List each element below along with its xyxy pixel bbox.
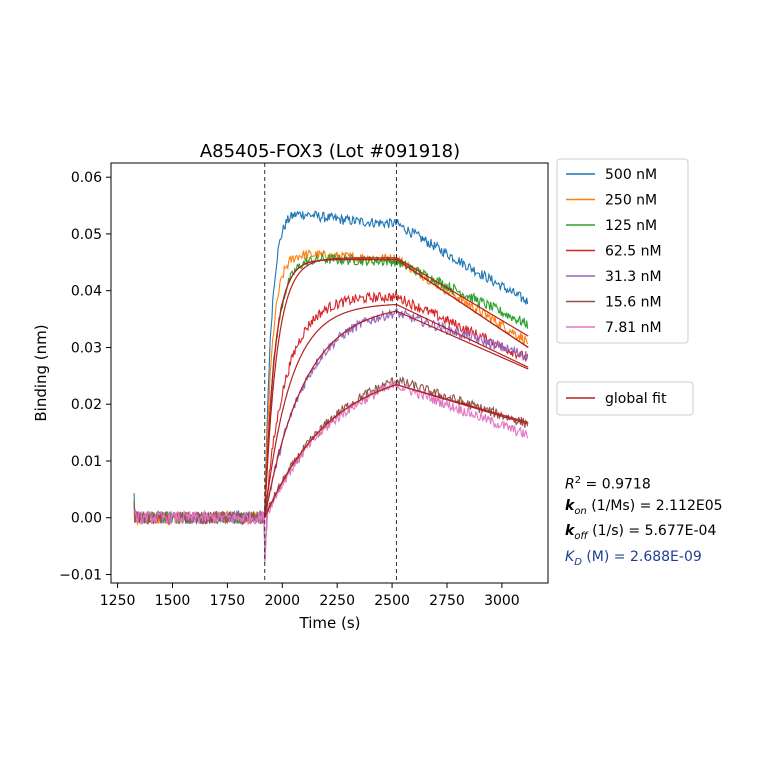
x-tick-label: 1750	[210, 593, 246, 609]
series-layer	[133, 210, 529, 564]
legend-label: 500 nM	[605, 167, 657, 183]
y-tick-label: 0.05	[71, 227, 102, 243]
plot-frame	[110, 162, 549, 584]
fit-curve-7	[264, 384, 529, 518]
x-tick-label: 2750	[429, 593, 465, 609]
x-tick-label: 3000	[484, 593, 520, 609]
x-tick-label: 2500	[374, 593, 410, 609]
legend-label: 62.5 nM	[605, 244, 662, 260]
phase-markers	[264, 163, 397, 583]
legend: 500 nM 250 nM 125 nM 62.5 nM 31.3 nM 15.6 nM 7…	[556, 158, 689, 344]
koff-stat: koff (1/s) = 5.677E-04	[565, 523, 717, 543]
fit-legend-box	[556, 381, 694, 416]
kd-stat: KD (M) = 2.688E-09	[565, 549, 702, 569]
x-axis-ticks: 1250 1500 1750 2000 2250 2500 2750 3000	[100, 583, 520, 609]
y-tick-label: 0.02	[71, 397, 102, 413]
series-line-125-nm	[133, 253, 529, 526]
legend-label: 125 nM	[605, 218, 657, 234]
x-tick-label: 1500	[155, 593, 191, 609]
legend-label: 15.6 nM	[605, 295, 662, 311]
legend-label: 31.3 nM	[605, 269, 662, 285]
fit-legend-label: global fit	[605, 391, 667, 407]
x-axis-label: Time (s)	[299, 614, 361, 632]
x-tick-label: 2000	[264, 593, 300, 609]
fit-statistics: R2 = 0.9718 kon (1/Ms) = 2.112E05 koff (…	[565, 470, 723, 573]
legend-box	[556, 158, 689, 344]
y-tick-label: 0.06	[71, 170, 102, 186]
kon-stat: kon (1/Ms) = 2.112E05	[565, 497, 723, 517]
y-tick-label: −0.01	[59, 567, 102, 583]
y-tick-label: 0.01	[71, 454, 102, 470]
series-line-250-nm	[133, 248, 529, 527]
fit-legend: global fit	[556, 381, 694, 416]
x-tick-label: 1250	[100, 593, 136, 609]
y-tick-label: 0.04	[71, 284, 102, 300]
y-axis-ticks: −0.01 0.00 0.01 0.02 0.03 0.04 0.05 0.06	[59, 170, 111, 583]
y-tick-label: 0.00	[71, 511, 102, 527]
chart-title: A85405-FOX3 (Lot #091918)	[200, 141, 460, 162]
legend-label: 7.81 nM	[605, 320, 662, 336]
r-squared-stat: R2 = 0.9718	[565, 475, 651, 493]
x-tick-label: 2250	[319, 593, 355, 609]
series-line-15-6-nm	[133, 376, 529, 558]
plot-area	[110, 162, 549, 584]
y-tick-label: 0.03	[71, 340, 102, 356]
fit-curve-2	[264, 258, 529, 518]
series-line-7-81-nm	[133, 379, 529, 564]
legend-label: 250 nM	[605, 193, 657, 209]
series-line-31-3-nm	[133, 307, 529, 561]
y-axis-label: Binding (nm)	[32, 324, 50, 421]
